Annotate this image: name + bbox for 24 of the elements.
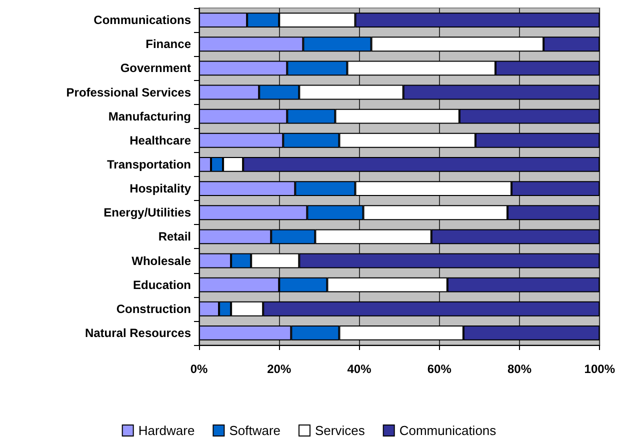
legend-label: Hardware xyxy=(138,423,195,438)
x-tick-label: 100% xyxy=(584,362,616,376)
x-tick-label: 0% xyxy=(190,362,208,376)
y-tick-label: Communications xyxy=(94,13,192,28)
y-tick-label: Wholesale xyxy=(132,254,192,268)
x-tick-label: 20% xyxy=(267,362,292,376)
y-tick-label: Professional Services xyxy=(66,85,192,100)
y-tick-label: Energy/Utilities xyxy=(104,206,192,220)
y-tick-label: Natural Resources xyxy=(84,326,192,340)
legend-label: Services xyxy=(314,423,366,438)
legend-label: Communications xyxy=(399,423,497,438)
y-tick-label: Retail xyxy=(158,230,191,244)
x-tick-label: 80% xyxy=(508,362,532,376)
x-tick-label: 60% xyxy=(427,362,452,376)
x-tick-label: 40% xyxy=(347,362,372,376)
y-tick-label: Finance xyxy=(146,37,192,52)
y-tick-label: Hospitality xyxy=(130,182,192,196)
y-tick-label: Government xyxy=(120,61,191,76)
y-tick-label: Education xyxy=(132,278,191,292)
legend-label: Software xyxy=(229,423,281,438)
y-tick-label: Healthcare xyxy=(130,133,192,148)
y-tick-label: Construction xyxy=(116,302,191,316)
y-tick-label: Manufacturing xyxy=(108,109,191,124)
y-tick-label: Transportation xyxy=(106,157,191,172)
